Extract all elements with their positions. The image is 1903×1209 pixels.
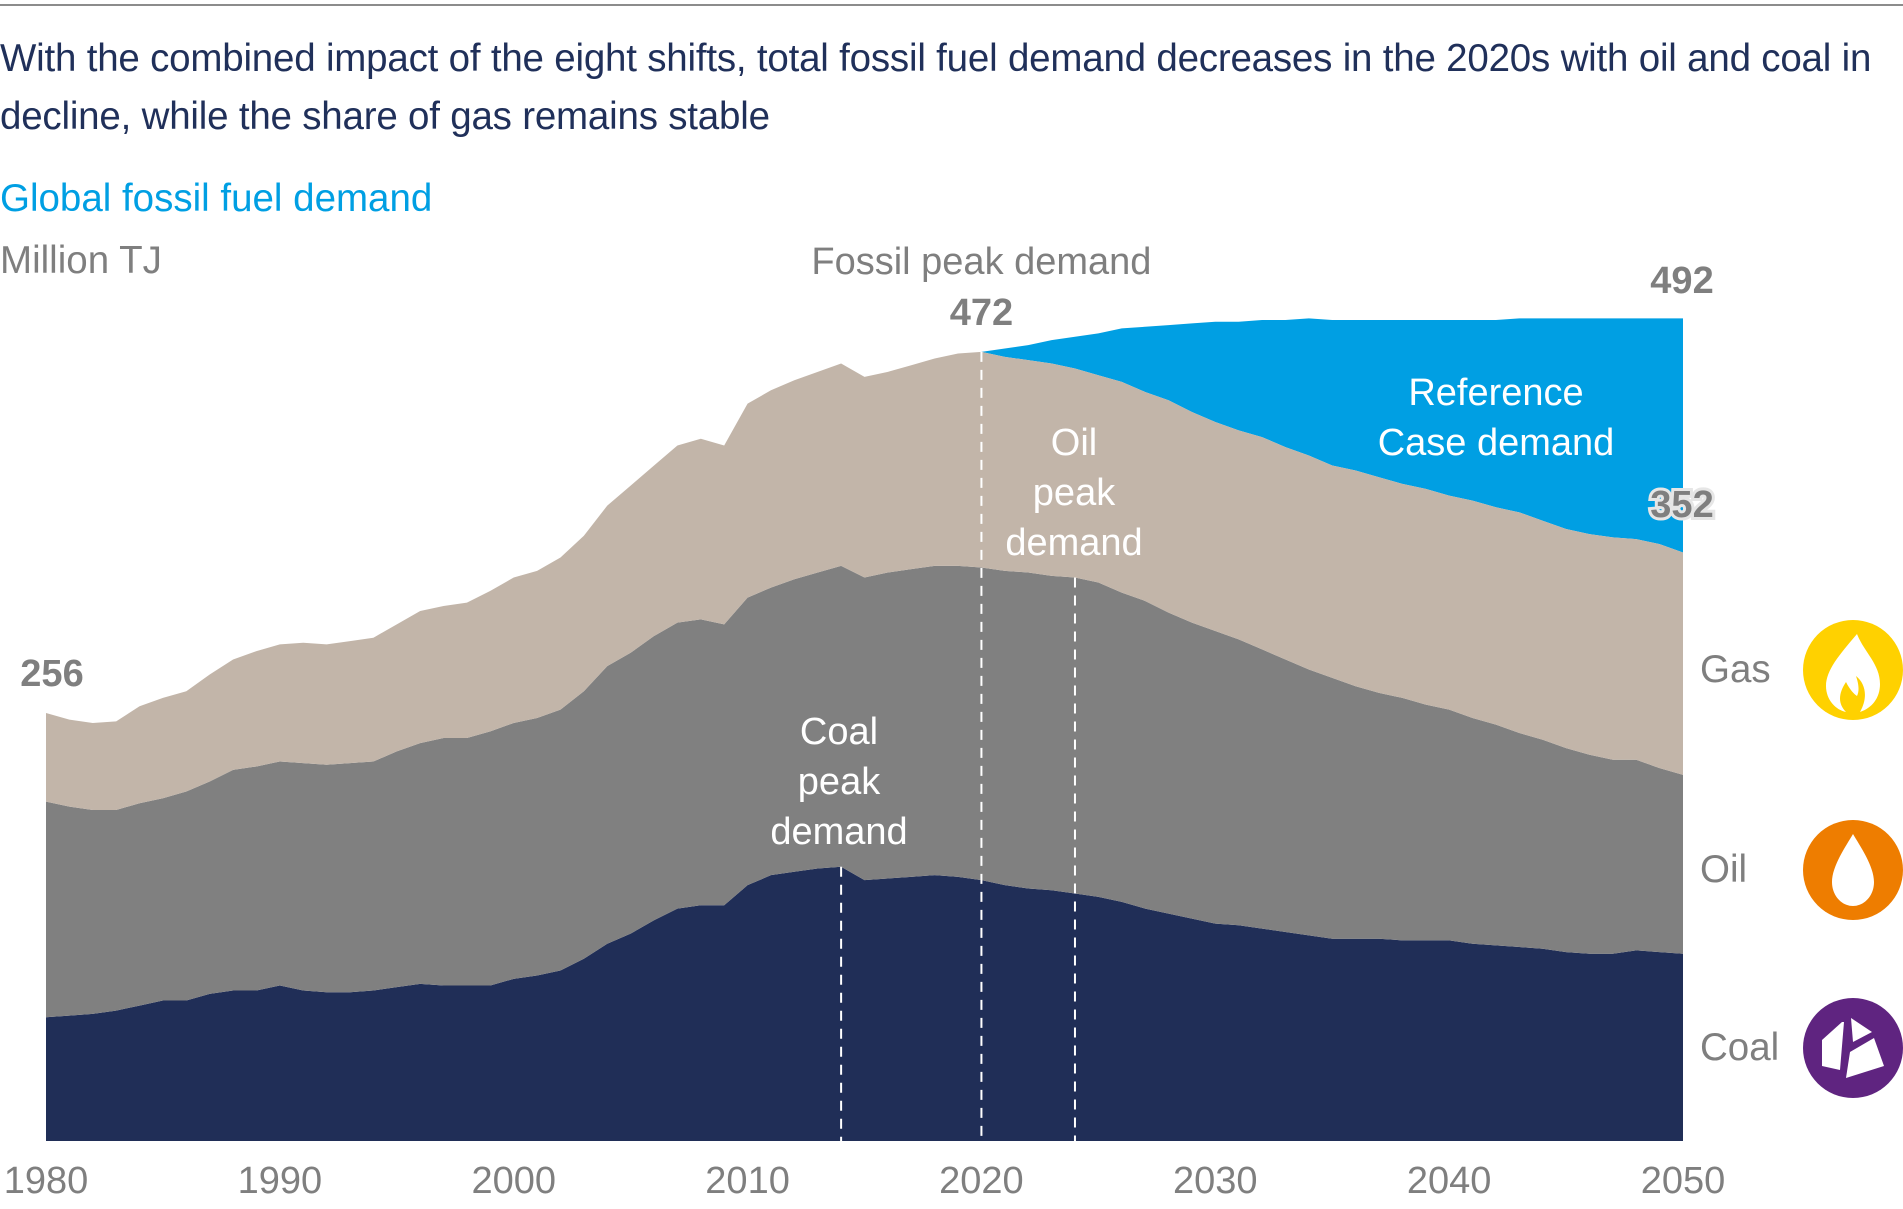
annotation-fossil-peak: Fossil peak demand [811, 241, 1151, 283]
chart-title: Global fossil fuel demand [0, 177, 433, 220]
x-tick-label: 2020 [939, 1160, 1024, 1202]
annotation-coal-peak: Coal peak demand [770, 711, 907, 853]
annotation-line: Fossil peak demand [811, 241, 1151, 283]
x-axis-ticks: 1980 1990 2000 2010 2020 2030 2040 2050 [4, 1160, 1726, 1202]
data-label-352: 352 [1650, 484, 1713, 526]
area-reference-case [981, 318, 1683, 553]
x-tick-label: 2050 [1641, 1160, 1726, 1202]
data-labels-layer: 256 472 492 352 [20, 260, 1716, 695]
x-tick-label: 2010 [705, 1160, 790, 1202]
oil-drop-icon [1803, 820, 1903, 920]
x-tick-label: 2000 [471, 1160, 556, 1202]
top-rule [0, 4, 1903, 6]
data-label-472: 472 [950, 292, 1013, 334]
areas-layer [46, 318, 1683, 1141]
legend-label-oil: Oil [1700, 848, 1748, 891]
legend-item-coal: Coal [1700, 1026, 1800, 1070]
annotation-line: peak [1033, 472, 1116, 514]
area-gas [46, 351, 1683, 810]
coal-rock-icon [1803, 998, 1903, 1098]
legend-label-gas: Gas [1700, 648, 1771, 691]
legend-item-gas: Gas [1700, 648, 1800, 692]
annotation-line: Reference [1408, 372, 1583, 414]
annotations-layer: Fossil peak demand Oil peak demand Coal pea… [770, 241, 1614, 853]
legend-icons [1803, 620, 1903, 1098]
x-tick-label: 1980 [4, 1160, 89, 1202]
legend-label-coal: Coal [1700, 1026, 1780, 1069]
x-tick-label: 2040 [1407, 1160, 1492, 1202]
headline: With the combined impact of the eight sh… [0, 37, 1872, 138]
annotation-oil-peak: Oil peak demand [1005, 422, 1142, 564]
x-tick-label: 1990 [238, 1160, 323, 1202]
annotation-line: peak [798, 761, 881, 803]
flame-icon [1803, 620, 1903, 720]
area-oil [46, 565, 1683, 1018]
data-label-492: 492 [1650, 260, 1713, 302]
annotation-line: Coal [800, 711, 878, 753]
annotation-line: demand [770, 811, 907, 853]
annotation-line: demand [1005, 522, 1142, 564]
x-tick-label: 2030 [1173, 1160, 1258, 1202]
annotation-line: Oil [1051, 422, 1097, 464]
legend-item-oil: Oil [1700, 848, 1800, 892]
area-coal [46, 866, 1683, 1141]
data-label-256: 256 [20, 653, 83, 695]
annotation-line: Case demand [1378, 422, 1615, 464]
peak-guides-layer [840, 351, 1076, 1141]
annotation-reference-case: Reference Case demand [1378, 372, 1615, 464]
y-axis-unit-label: Million TJ [0, 239, 162, 282]
